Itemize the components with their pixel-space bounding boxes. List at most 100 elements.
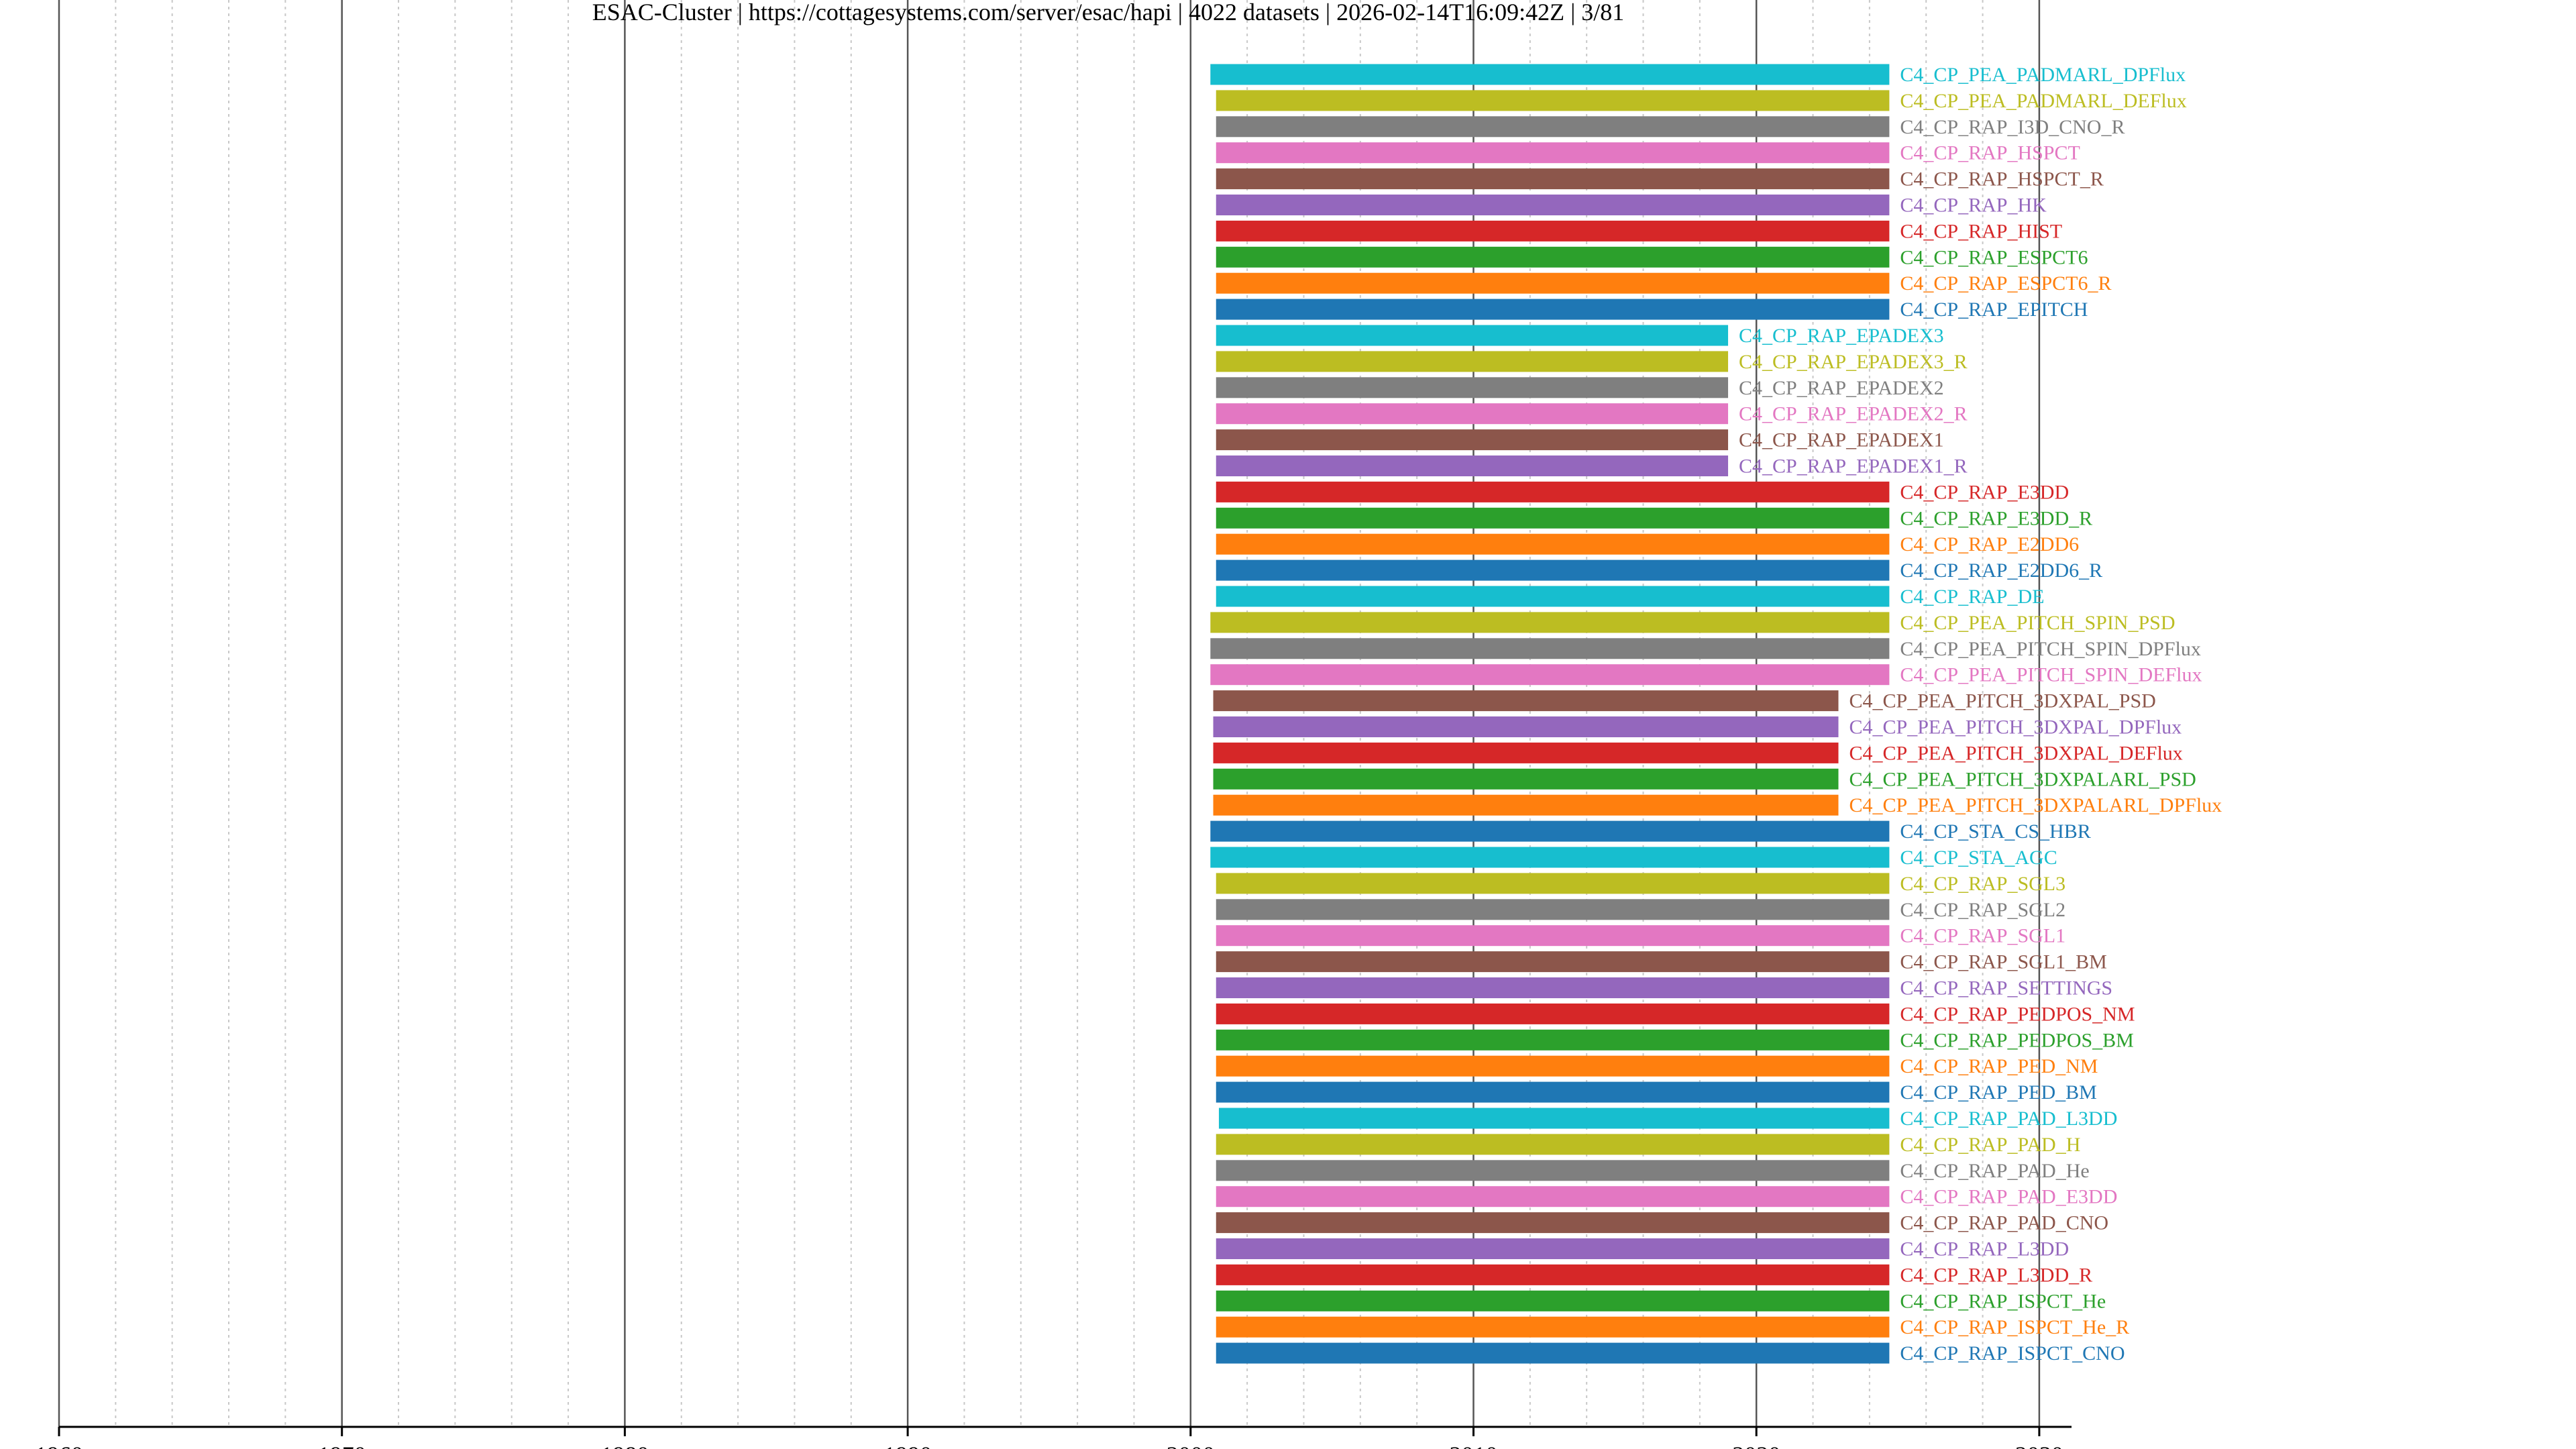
dataset-bar [1216, 1316, 1890, 1338]
dataset-label: C4_CP_RAP_E3DD_R [1900, 507, 2092, 529]
dataset-bar [1216, 1003, 1890, 1024]
dataset-label: C4_CP_RAP_EPITCH [1900, 299, 2088, 321]
dataset-label: C4_CP_RAP_L3DD_R [1900, 1264, 2092, 1286]
x-tick-label: 1980 [600, 1442, 649, 1449]
dataset-bars [1210, 64, 1890, 1364]
dataset-label: C4_CP_RAP_SGL1 [1900, 925, 2065, 947]
dataset-label: C4_CP_RAP_ISPCT_CNO [1900, 1342, 2125, 1364]
x-axis-ticks: 1960 1970 1980 1990 2000 2010 2020 2030 [35, 1427, 2063, 1449]
dataset-bar [1210, 638, 1890, 659]
dataset-label: C4_CP_PEA_PITCH_3DXPAL_PSD [1849, 690, 2155, 712]
dataset-label: C4_CP_PEA_PADMARL_DEFlux [1900, 90, 2186, 112]
dataset-bar [1216, 977, 1890, 998]
x-tick-label: 2030 [2015, 1442, 2063, 1449]
dataset-bar [1210, 847, 1890, 868]
dataset-label: C4_CP_PEA_PITCH_SPIN_PSD [1900, 612, 2175, 634]
dataset-bar [1216, 429, 1729, 451]
dataset-bar [1216, 299, 1890, 320]
dataset-bar [1216, 1029, 1890, 1051]
dataset-label: C4_CP_STA_AGC [1900, 847, 2057, 869]
dataset-label: C4_CP_RAP_SETTINGS [1900, 977, 2112, 1000]
dataset-bar [1216, 220, 1890, 241]
dataset-label: C4_CP_RAP_EPADEX2_R [1739, 403, 1968, 425]
dataset-label: C4_CP_PEA_PITCH_3DXPALARL_PSD [1849, 768, 2196, 790]
dataset-bar [1213, 794, 1839, 816]
dataset-bar [1216, 1081, 1890, 1103]
dataset-bar [1216, 1212, 1890, 1234]
chart-title: ESAC-Cluster | https://cottagesystems.co… [592, 0, 1625, 25]
dataset-label: C4_CP_RAP_HK [1900, 195, 2047, 217]
dataset-bar [1216, 325, 1729, 346]
dataset-label: C4_CP_RAP_EPADEX1_R [1739, 455, 1968, 478]
dataset-label: C4_CP_PEA_PITCH_SPIN_DPFlux [1900, 638, 2200, 660]
dataset-label: C4_CP_RAP_PAD_H [1900, 1134, 2080, 1156]
dataset-label: C4_CP_PEA_PITCH_3DXPAL_DEFlux [1849, 742, 2182, 764]
x-tick-label: 1990 [883, 1442, 932, 1449]
dataset-bar [1216, 272, 1890, 294]
dataset-label: C4_CP_RAP_E3DD [1900, 481, 2069, 503]
dataset-label: C4_CP_PEA_PITCH_3DXPALARL_DPFlux [1849, 794, 2222, 816]
dataset-label: C4_CP_RAP_EPADEX3_R [1739, 351, 1968, 373]
dataset-label: C4_CP_RAP_DE [1900, 586, 2044, 608]
dataset-bar [1216, 1264, 1890, 1285]
dataset-label: C4_CP_RAP_ESPCT6_R [1900, 272, 2111, 294]
x-tick-label: 2020 [1732, 1442, 1780, 1449]
dataset-label: C4_CP_RAP_PAD_He [1900, 1160, 2089, 1182]
dataset-label: C4_CP_RAP_E2DD6 [1900, 533, 2079, 555]
dataset-bar [1216, 90, 1890, 111]
dataset-bar [1216, 1342, 1890, 1364]
dataset-label: C4_CP_RAP_ISPCT_He_R [1900, 1316, 2129, 1338]
dataset-bar [1210, 664, 1890, 686]
dataset-bar [1213, 768, 1839, 790]
dataset-label: C4_CP_PEA_PADMARL_DPFlux [1900, 64, 2186, 86]
dataset-bar [1210, 612, 1890, 633]
dataset-label: C4_CP_RAP_SGL3 [1900, 873, 2065, 895]
dataset-bar [1218, 1108, 1890, 1129]
dataset-label: C4_CP_RAP_PAD_L3DD [1900, 1108, 2117, 1130]
dataset-label: C4_CP_PEA_PITCH_SPIN_DEFlux [1900, 664, 2202, 686]
dataset-bar [1216, 507, 1890, 529]
x-tick-label: 1970 [318, 1442, 366, 1449]
x-tick-label: 2000 [1167, 1442, 1215, 1449]
dataset-label: C4_CP_RAP_L3DD [1900, 1238, 2069, 1260]
dataset-label: C4_CP_RAP_PAD_CNO [1900, 1212, 2108, 1234]
dataset-bar [1216, 899, 1890, 920]
dataset-bar [1216, 351, 1729, 372]
dataset-bar [1216, 1055, 1890, 1077]
dataset-bar [1216, 1134, 1890, 1155]
dataset-label: C4_CP_RAP_EPADEX3 [1739, 325, 1944, 347]
dataset-bar [1213, 742, 1839, 763]
dataset-bar [1216, 586, 1890, 607]
x-tick-label: 1960 [35, 1442, 83, 1449]
dataset-bar [1216, 455, 1729, 476]
dataset-label: C4_CP_RAP_I3D_CNO_R [1900, 116, 2125, 138]
dataset-bar [1216, 951, 1890, 973]
dataset-label: C4_CP_RAP_PED_NM [1900, 1055, 2098, 1077]
dataset-bar [1216, 533, 1890, 555]
dataset-label: C4_CP_RAP_PEDPOS_BM [1900, 1029, 2133, 1051]
x-tick-label: 2010 [1450, 1442, 1498, 1449]
dataset-labels: C4_CP_PEA_PADMARL_DPFlux C4_CP_PEA_PADMAR… [1739, 64, 2222, 1364]
dataset-label: C4_CP_RAP_HSPCT_R [1900, 168, 2103, 191]
dataset-bar [1213, 716, 1839, 737]
dataset-bar [1210, 820, 1890, 842]
dataset-label: C4_CP_STA_CS_HBR [1900, 820, 2090, 843]
dataset-bar [1210, 64, 1890, 85]
dataset-label: C4_CP_RAP_PED_BM [1900, 1081, 2096, 1104]
dataset-label: C4_CP_RAP_SGL1_BM [1900, 951, 2106, 973]
dataset-bar [1216, 142, 1890, 164]
dataset-label: C4_CP_RAP_HIST [1900, 220, 2062, 242]
dataset-label: C4_CP_RAP_EPADEX1 [1739, 429, 1944, 451]
dataset-bar [1216, 195, 1890, 215]
dataset-bar [1216, 377, 1729, 398]
dataset-label: C4_CP_RAP_SGL2 [1900, 899, 2065, 921]
dataset-label: C4_CP_RAP_PAD_E3DD [1900, 1186, 2117, 1208]
dataset-label: C4_CP_RAP_ISPCT_He [1900, 1290, 2106, 1312]
dataset-bar [1216, 1290, 1890, 1311]
dataset-bar [1216, 116, 1890, 138]
dataset-bar [1216, 168, 1890, 190]
dataset-bar [1216, 873, 1890, 894]
dataset-bar [1216, 559, 1890, 581]
dataset-bar [1216, 1238, 1890, 1259]
